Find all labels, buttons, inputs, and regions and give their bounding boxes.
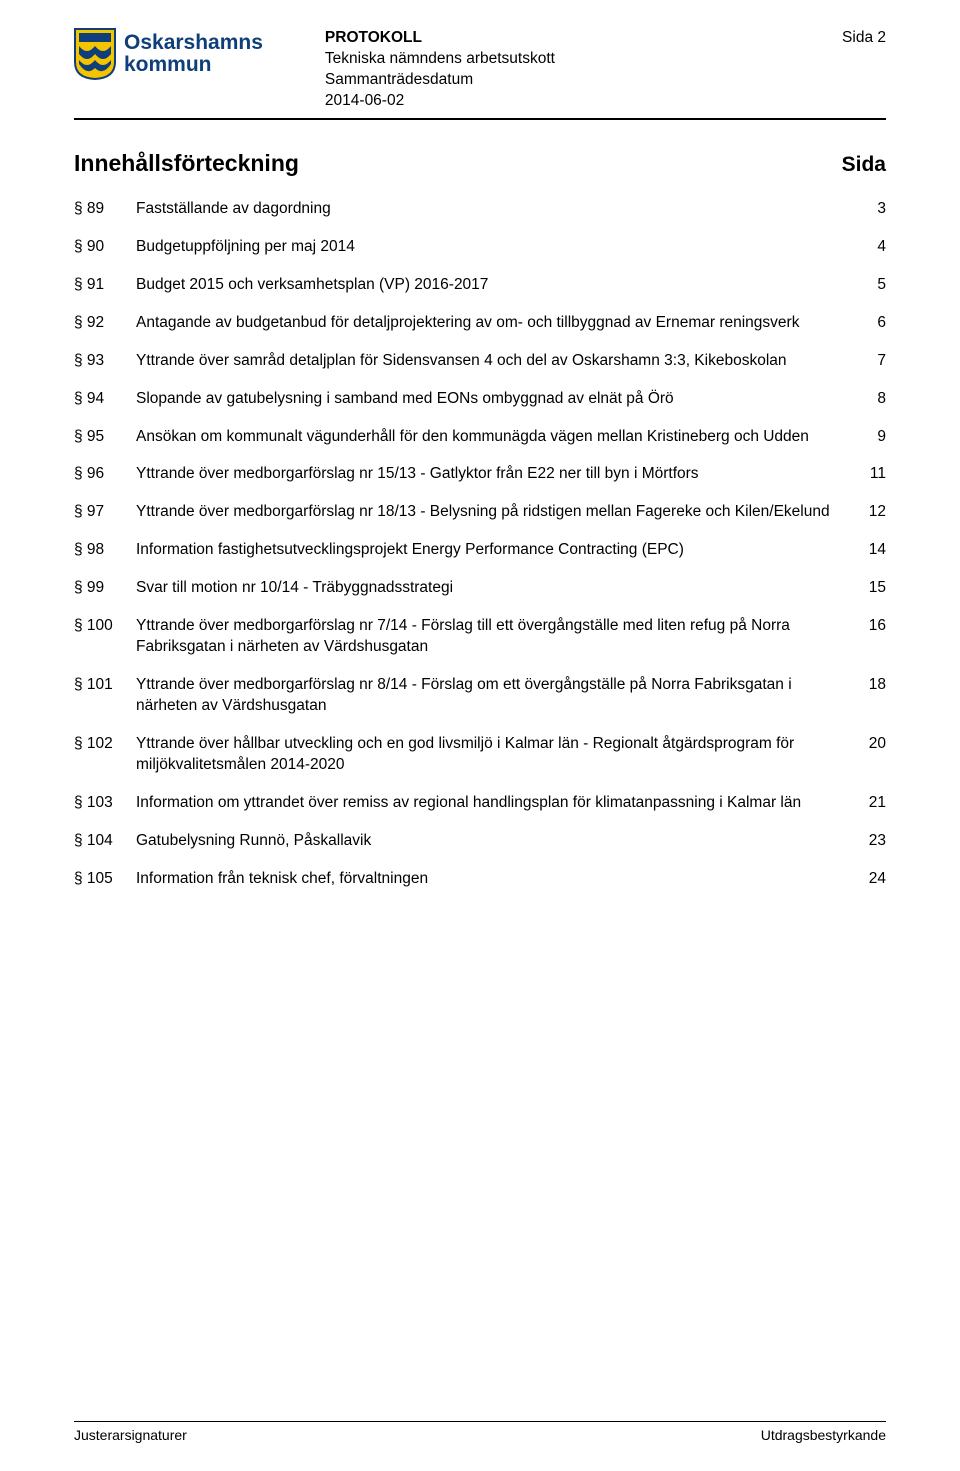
toc-row: § 103Information om yttrandet över remis… [74, 793, 886, 831]
toc-section-number: § 101 [74, 675, 136, 734]
toc-item-title: Slopande av gatubelysning i samband med … [136, 389, 856, 427]
toc-item-title: Fastställande av dagordning [136, 199, 856, 237]
protocol-label: PROTOKOLL [325, 28, 842, 49]
footer-left: Justerarsignaturer [74, 1426, 187, 1445]
toc-row: § 99Svar till motion nr 10/14 - Träbyggn… [74, 578, 886, 616]
footer-right: Utdragsbestyrkande [761, 1426, 886, 1445]
toc-item-page: 11 [856, 464, 886, 502]
toc-item-page: 12 [856, 502, 886, 540]
toc-item-title: Yttrande över medborgarförslag nr 15/13 … [136, 464, 856, 502]
toc-item-page: 4 [856, 237, 886, 275]
toc-item-page: 3 [856, 199, 886, 237]
meeting-date: 2014-06-02 [325, 91, 842, 112]
toc-section-number: § 95 [74, 427, 136, 465]
toc-row: § 104Gatubelysning Runnö, Påskallavik23 [74, 831, 886, 869]
toc-item-page: 20 [856, 734, 886, 793]
toc-body: § 89Fastställande av dagordning3§ 90Budg… [74, 199, 886, 906]
toc-row: § 94Slopande av gatubelysning i samband … [74, 389, 886, 427]
toc-item-title: Yttrande över hållbar utveckling och en … [136, 734, 856, 793]
org-name-line1: Oskarshamns [124, 32, 263, 54]
toc-item-title: Gatubelysning Runnö, Påskallavik [136, 831, 856, 869]
toc-item-title: Budgetuppföljning per maj 2014 [136, 237, 856, 275]
toc-section-number: § 103 [74, 793, 136, 831]
toc-row: § 98Information fastighetsutvecklingspro… [74, 540, 886, 578]
page-number-label: Sida 2 [842, 28, 886, 49]
toc-section-number: § 100 [74, 616, 136, 675]
toc-item-title: Information fastighetsutvecklingsprojekt… [136, 540, 856, 578]
toc-item-title: Svar till motion nr 10/14 - Träbyggnadss… [136, 578, 856, 616]
committee-name: Tekniska nämndens arbetsutskott [325, 49, 842, 70]
toc-item-page: 14 [856, 540, 886, 578]
toc-item-title: Yttrande över medborgarförslag nr 7/14 -… [136, 616, 856, 675]
header-rule [74, 118, 886, 120]
toc-section-number: § 99 [74, 578, 136, 616]
page-header: Oskarshamns kommun PROTOKOLL Tekniska nä… [74, 28, 886, 112]
toc-heading-row: Innehållsförteckning Sida [74, 148, 886, 179]
toc-item-page: 24 [856, 869, 886, 907]
header-center: PROTOKOLL Tekniska nämndens arbetsutskot… [325, 28, 842, 112]
toc-item-title: Budget 2015 och verksamhetsplan (VP) 201… [136, 275, 856, 313]
toc-section-number: § 96 [74, 464, 136, 502]
toc-item-title: Ansökan om kommunalt vägunderhåll för de… [136, 427, 856, 465]
toc-item-page: 21 [856, 793, 886, 831]
toc-section-number: § 90 [74, 237, 136, 275]
footer-row: Justerarsignaturer Utdragsbestyrkande [74, 1426, 886, 1445]
toc-row: § 97Yttrande över medborgarförslag nr 18… [74, 502, 886, 540]
toc-item-page: 16 [856, 616, 886, 675]
toc-item-title: Information från teknisk chef, förvaltni… [136, 869, 856, 907]
toc-item-page: 8 [856, 389, 886, 427]
toc-section-number: § 104 [74, 831, 136, 869]
toc-row: § 92Antagande av budgetanbud för detaljp… [74, 313, 886, 351]
toc-row: § 100Yttrande över medborgarförslag nr 7… [74, 616, 886, 675]
toc-section-number: § 94 [74, 389, 136, 427]
toc-section-number: § 105 [74, 869, 136, 907]
toc-item-page: 5 [856, 275, 886, 313]
toc-row: § 102Yttrande över hållbar utveckling oc… [74, 734, 886, 793]
toc-item-page: 7 [856, 351, 886, 389]
toc-row: § 91Budget 2015 och verksamhetsplan (VP)… [74, 275, 886, 313]
toc-section-number: § 92 [74, 313, 136, 351]
toc-item-page: 23 [856, 831, 886, 869]
toc-item-title: Information om yttrandet över remiss av … [136, 793, 856, 831]
org-name-line2: kommun [124, 54, 263, 76]
org-name: Oskarshamns kommun [124, 32, 263, 76]
toc-section-number: § 98 [74, 540, 136, 578]
toc-table: § 89Fastställande av dagordning3§ 90Budg… [74, 199, 886, 906]
org-logo-block: Oskarshamns kommun [74, 28, 263, 80]
toc-page-col-label: Sida [842, 151, 886, 179]
toc-item-title: Yttrande över medborgarförslag nr 8/14 -… [136, 675, 856, 734]
page-footer: Justerarsignaturer Utdragsbestyrkande [74, 1421, 886, 1445]
toc-item-page: 6 [856, 313, 886, 351]
toc-row: § 101Yttrande över medborgarförslag nr 8… [74, 675, 886, 734]
toc-item-page: 15 [856, 578, 886, 616]
toc-section-number: § 102 [74, 734, 136, 793]
toc-item-page: 9 [856, 427, 886, 465]
toc-row: § 105Information från teknisk chef, förv… [74, 869, 886, 907]
toc-row: § 89Fastställande av dagordning3 [74, 199, 886, 237]
document-page: Oskarshamns kommun PROTOKOLL Tekniska nä… [0, 0, 960, 1471]
toc-row: § 96Yttrande över medborgarförslag nr 15… [74, 464, 886, 502]
meeting-date-label: Sammanträdesdatum [325, 70, 842, 91]
toc-item-title: Yttrande över medborgarförslag nr 18/13 … [136, 502, 856, 540]
toc-section-number: § 97 [74, 502, 136, 540]
toc-item-title: Yttrande över samråd detaljplan för Side… [136, 351, 856, 389]
toc-row: § 90Budgetuppföljning per maj 20144 [74, 237, 886, 275]
toc-section-number: § 89 [74, 199, 136, 237]
toc-item-page: 18 [856, 675, 886, 734]
toc-item-title: Antagande av budgetanbud för detaljproje… [136, 313, 856, 351]
footer-rule [74, 1421, 886, 1422]
toc-heading: Innehållsförteckning [74, 148, 299, 179]
toc-row: § 95Ansökan om kommunalt vägunderhåll fö… [74, 427, 886, 465]
toc-row: § 93Yttrande över samråd detaljplan för … [74, 351, 886, 389]
municipality-shield-icon [74, 28, 116, 80]
toc-section-number: § 91 [74, 275, 136, 313]
toc-section-number: § 93 [74, 351, 136, 389]
